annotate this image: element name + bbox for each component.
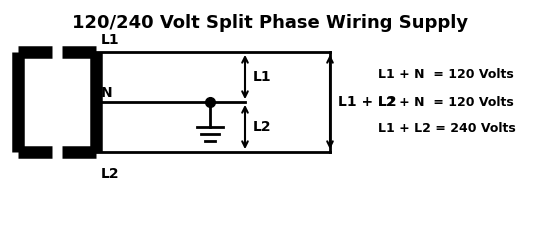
Text: 120/240 Volt Split Phase Wiring Supply: 120/240 Volt Split Phase Wiring Supply (72, 14, 468, 32)
Text: L2 + N  = 120 Volts: L2 + N = 120 Volts (378, 96, 514, 109)
Text: L1: L1 (253, 70, 272, 84)
Text: L1 + L2: L1 + L2 (338, 95, 396, 109)
Text: L2: L2 (253, 120, 272, 134)
Text: L2: L2 (101, 167, 120, 181)
Text: L1: L1 (101, 33, 120, 47)
Text: L1 + L2 = 240 Volts: L1 + L2 = 240 Volts (378, 122, 516, 136)
Text: L1 + N  = 120 Volts: L1 + N = 120 Volts (378, 69, 514, 81)
Text: N: N (101, 86, 113, 100)
